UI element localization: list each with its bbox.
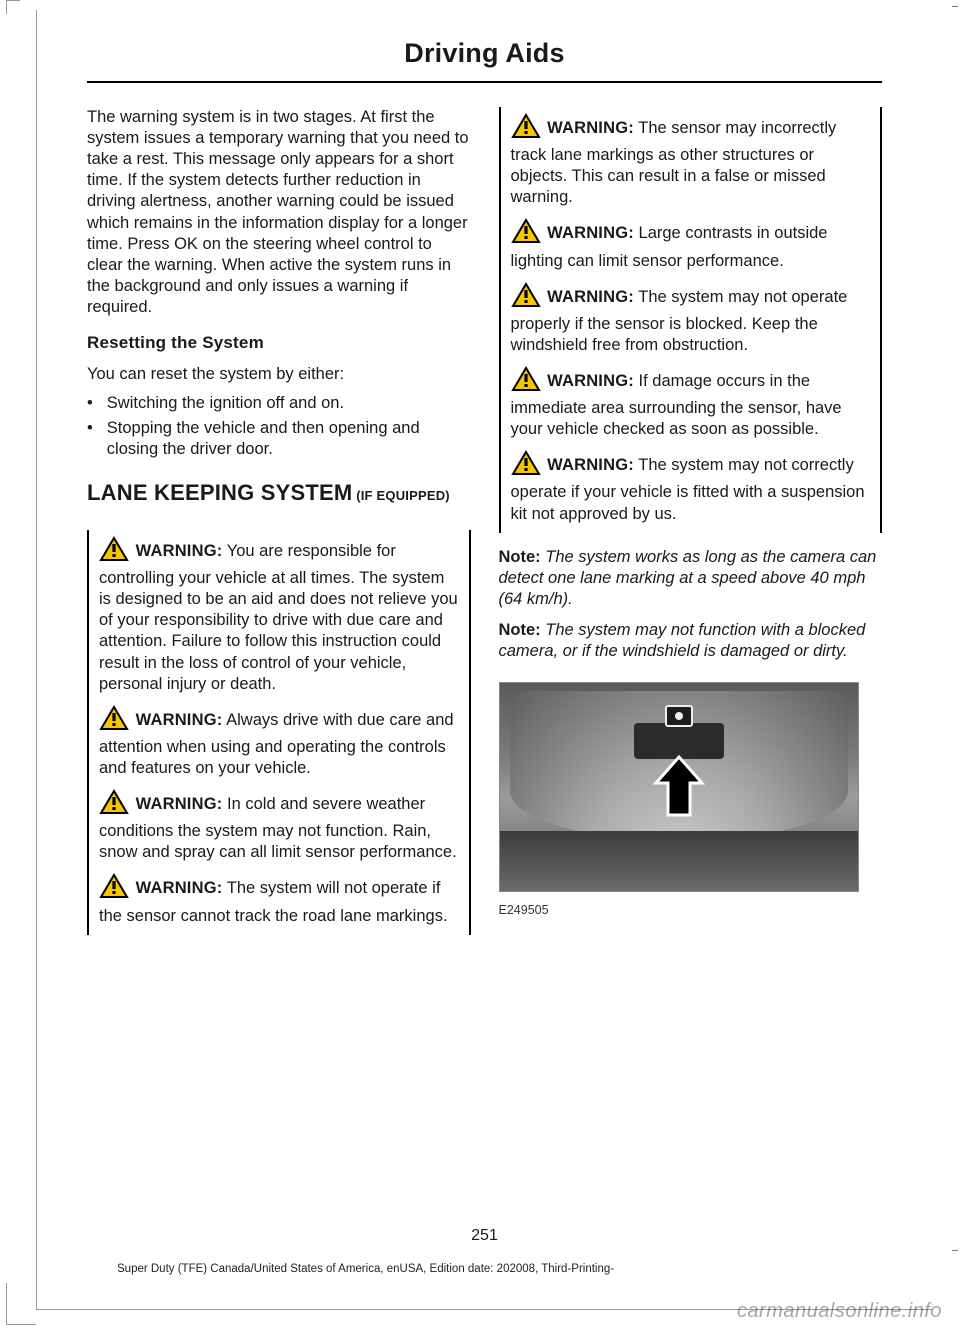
reset-heading: Resetting the System (87, 332, 471, 354)
figure-code: E249505 (499, 902, 883, 918)
warning-triangle-icon (511, 366, 541, 398)
crop-mark (6, 1283, 36, 1325)
bullet-icon: • (87, 393, 93, 414)
reset-intro: You can reset the system by either: (87, 364, 471, 385)
camera-sensor-graphic (665, 705, 693, 727)
right-column: WARNING: The sensor may incorrectly trac… (499, 107, 883, 949)
reset-list: • Switching the ignition off and on. • S… (87, 393, 471, 460)
note-item: Note: The system works as long as the ca… (499, 547, 883, 610)
warning-triangle-icon (511, 113, 541, 145)
warning-item: WARNING: The sensor may incorrectly trac… (511, 113, 871, 208)
dashboard-graphic (500, 831, 858, 891)
section-title-main: LANE KEEPING SYSTEM (87, 480, 352, 505)
warning-item: WARNING: The system may not operate prop… (511, 282, 871, 356)
arrow-up-icon (652, 755, 706, 825)
warning-item: WARNING: In cold and severe weather cond… (99, 789, 459, 863)
warning-item: WARNING: You are responsible for control… (99, 536, 459, 695)
note-text: The system works as long as the camera c… (499, 548, 877, 608)
warning-label: WARNING: (547, 372, 634, 390)
warning-item: WARNING: If damage occurs in the immedia… (511, 366, 871, 440)
left-column: The warning system is in two stages. At … (87, 107, 471, 949)
warning-label: WARNING: (547, 224, 634, 242)
section-heading: LANE KEEPING SYSTEM (IF EQUIPPED) (87, 478, 471, 508)
crop-mark (952, 6, 958, 7)
bullet-icon: • (87, 418, 93, 460)
warning-triangle-icon (99, 536, 129, 568)
note-text: The system may not function with a block… (499, 621, 866, 660)
note-item: Note: The system may not function with a… (499, 620, 883, 662)
note-label: Note: (499, 621, 541, 639)
warning-item: WARNING: Large contrasts in outside ligh… (511, 218, 871, 271)
warning-box-right: WARNING: The sensor may incorrectly trac… (499, 107, 883, 533)
warning-triangle-icon (511, 218, 541, 250)
warning-box-left: WARNING: You are responsible for control… (87, 530, 471, 935)
warning-triangle-icon (511, 450, 541, 482)
warning-label: WARNING: (547, 119, 634, 137)
list-item: • Switching the ignition off and on. (87, 393, 471, 414)
warning-item: WARNING: The system may not correctly op… (511, 450, 871, 524)
footer-edition-line: Super Duty (TFE) Canada/United States of… (117, 1263, 614, 1275)
warning-item: WARNING: Always drive with due care and … (99, 705, 459, 779)
content-columns: The warning system is in two stages. At … (87, 107, 882, 949)
watermark: carmanualsonline.info (737, 1300, 942, 1323)
list-item: • Stopping the vehicle and then opening … (87, 418, 471, 460)
section-title-suffix: (IF EQUIPPED) (352, 488, 449, 503)
warning-triangle-icon (99, 873, 129, 905)
list-item-text: Stopping the vehicle and then opening an… (107, 418, 471, 460)
warning-label: WARNING: (136, 795, 223, 813)
page-frame: Driving Aids The warning system is in tw… (36, 10, 932, 1310)
note-label: Note: (499, 548, 541, 566)
warning-label: WARNING: (136, 542, 223, 560)
warning-label: WARNING: (136, 711, 223, 729)
warning-label: WARNING: (547, 456, 634, 474)
warning-text: You are responsible for controlling your… (99, 542, 458, 693)
page-title: Driving Aids (87, 38, 882, 83)
warning-triangle-icon (511, 282, 541, 314)
crop-mark (952, 1250, 958, 1251)
warning-label: WARNING: (547, 288, 634, 306)
warning-triangle-icon (99, 705, 129, 737)
mirror-graphic (634, 723, 724, 759)
camera-location-figure (499, 682, 859, 892)
intro-paragraph: The warning system is in two stages. At … (87, 107, 471, 318)
warning-item: WARNING: The system will not operate if … (99, 873, 459, 926)
warning-label: WARNING: (136, 879, 223, 897)
list-item-text: Switching the ignition off and on. (107, 393, 344, 414)
page-number: 251 (37, 1227, 932, 1245)
crop-mark (6, 0, 20, 1)
warning-triangle-icon (99, 789, 129, 821)
